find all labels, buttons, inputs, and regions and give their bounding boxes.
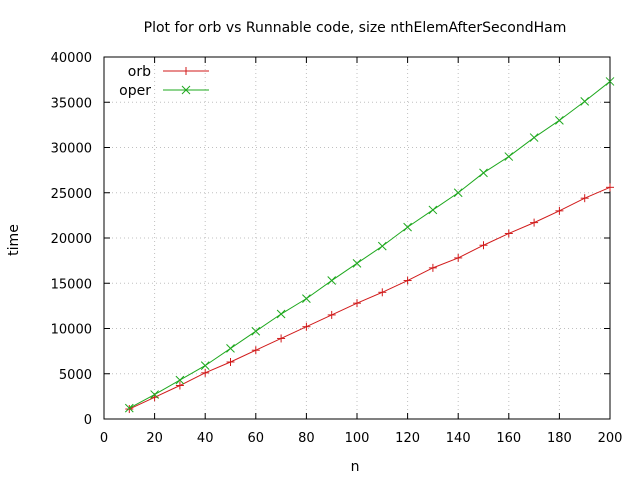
data-point-oper — [580, 96, 590, 106]
y-tick-label: 35000 — [51, 96, 92, 111]
x-tick-label: 100 — [345, 431, 370, 446]
legend-marker-oper — [181, 85, 191, 95]
x-tick-label: 60 — [248, 431, 265, 446]
data-point-oper — [555, 115, 564, 125]
x-tick-label: 120 — [395, 431, 420, 446]
y-tick-label: 5000 — [59, 368, 92, 383]
data-point-orb — [479, 241, 488, 250]
chart-title: Plot for orb vs Runnable code, size nthE… — [144, 20, 567, 36]
x-tick-label: 20 — [146, 431, 163, 446]
data-point-orb — [251, 346, 260, 355]
data-point-oper — [428, 205, 438, 215]
series-line-oper — [129, 81, 611, 409]
data-point-oper — [453, 188, 463, 198]
data-point-oper — [251, 326, 261, 336]
data-point-oper — [352, 258, 362, 268]
data-point-orb — [403, 276, 412, 285]
data-point-oper — [226, 344, 235, 353]
axis-ticks: 0 20 40 60 80 100 120 140 160 180 200 0 5000 10000 150… — [51, 51, 623, 446]
y-tick-label: 0 — [84, 413, 92, 428]
data-point-oper — [403, 222, 412, 232]
y-tick-label: 25000 — [51, 187, 92, 202]
data-point-orb — [327, 310, 336, 319]
y-tick-label: 40000 — [51, 51, 92, 66]
y-tick-label: 20000 — [51, 232, 92, 247]
data-point-oper — [150, 390, 159, 399]
x-tick-label: 160 — [496, 431, 521, 446]
x-axis-label: n — [351, 459, 360, 475]
data-point-oper — [124, 403, 134, 413]
y-axis-label: time — [6, 224, 22, 256]
y-tick-label: 30000 — [51, 142, 92, 157]
data-point-oper — [175, 375, 185, 385]
x-tick-label: 200 — [598, 431, 623, 446]
data-point-orb — [606, 183, 614, 192]
data-point-oper — [327, 276, 337, 285]
data-point-orb — [580, 194, 589, 203]
series-lines — [124, 77, 615, 414]
data-point-orb — [302, 322, 311, 331]
data-point-oper — [479, 168, 488, 178]
data-point-orb — [555, 206, 564, 215]
series-line-orb — [129, 186, 611, 410]
data-point-oper — [605, 77, 615, 86]
data-point-orb — [504, 229, 513, 238]
legend-label-orb: orb — [128, 64, 151, 80]
x-tick-label: 40 — [197, 431, 214, 446]
data-point-orb — [226, 357, 235, 366]
data-point-oper — [200, 361, 210, 370]
y-tick-label: 10000 — [51, 323, 92, 338]
data-point-oper — [504, 152, 514, 161]
data-point-orb — [353, 299, 361, 308]
data-point-orb — [201, 368, 210, 377]
data-point-orb — [530, 218, 539, 227]
data-point-oper — [276, 309, 286, 319]
gridlines — [104, 57, 610, 419]
x-tick-label: 180 — [547, 431, 572, 446]
data-point-orb — [428, 263, 437, 272]
x-tick-label: 140 — [446, 431, 471, 446]
legend-label-oper: oper — [119, 83, 151, 99]
data-point-orb — [175, 381, 184, 390]
data-point-orb — [378, 288, 387, 297]
data-point-oper — [529, 133, 539, 142]
data-point-orb — [277, 334, 286, 343]
x-tick-label: 0 — [100, 431, 108, 446]
data-point-oper — [302, 294, 311, 303]
data-point-orb — [125, 405, 134, 414]
data-point-orb — [454, 253, 463, 262]
legend-marker-orb — [182, 67, 190, 75]
data-point-oper — [377, 241, 387, 251]
legend: orb oper — [119, 64, 209, 99]
x-tick-label: 80 — [298, 431, 315, 446]
y-tick-label: 15000 — [51, 277, 92, 292]
